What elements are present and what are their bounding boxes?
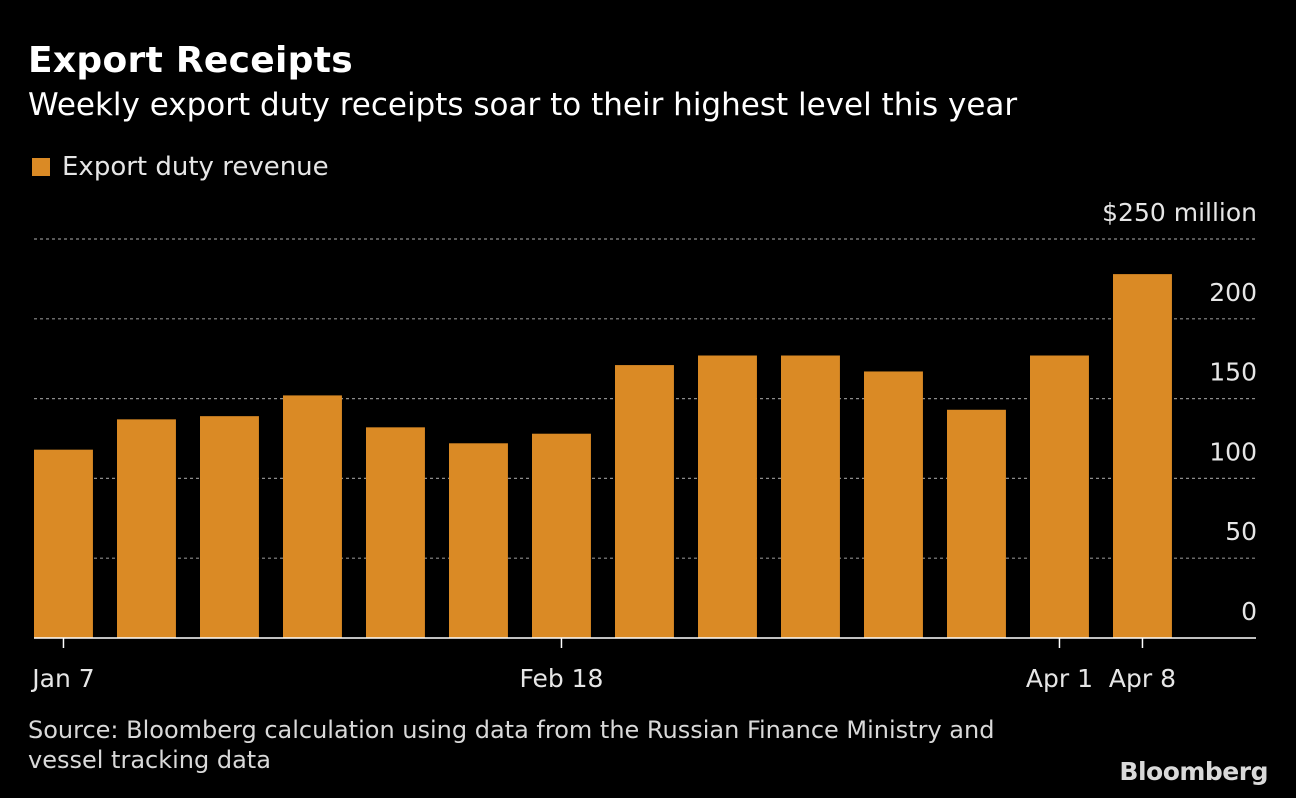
legend-swatch <box>32 158 50 176</box>
y-tick-label: 100 <box>1209 437 1257 466</box>
x-tick-label: Apr 1 <box>1026 664 1093 693</box>
bloomberg-logo: Bloomberg <box>1119 757 1268 786</box>
legend-label: Export duty revenue <box>62 152 329 182</box>
bar <box>1113 274 1172 638</box>
bar <box>283 395 342 638</box>
bar <box>117 419 176 638</box>
source-note: Source: Bloomberg calculation using data… <box>28 716 995 774</box>
y-tick-label: 150 <box>1209 358 1257 387</box>
y-tick-label: 0 <box>1241 597 1257 626</box>
x-tick-label: Jan 7 <box>30 664 94 693</box>
bar <box>864 371 923 638</box>
legend: Export duty revenue <box>32 152 329 182</box>
bar <box>34 449 93 638</box>
bar <box>1030 355 1089 638</box>
x-tick-label: Apr 8 <box>1109 664 1176 693</box>
bar <box>200 416 259 638</box>
bar <box>532 433 591 638</box>
x-tick-label: Feb 18 <box>519 664 603 693</box>
chart-subtitle: Weekly export duty receipts soar to thei… <box>28 87 1018 123</box>
bar <box>366 427 425 638</box>
bar <box>449 443 508 638</box>
chart-title: Export Receipts <box>28 40 353 81</box>
bar <box>698 355 757 638</box>
y-tick-label: 200 <box>1209 278 1257 307</box>
y-tick-label: 50 <box>1225 517 1257 546</box>
y-axis-unit-label: $250 million <box>1102 198 1257 227</box>
bar <box>781 355 840 638</box>
bar <box>947 409 1006 638</box>
bar <box>615 365 674 638</box>
